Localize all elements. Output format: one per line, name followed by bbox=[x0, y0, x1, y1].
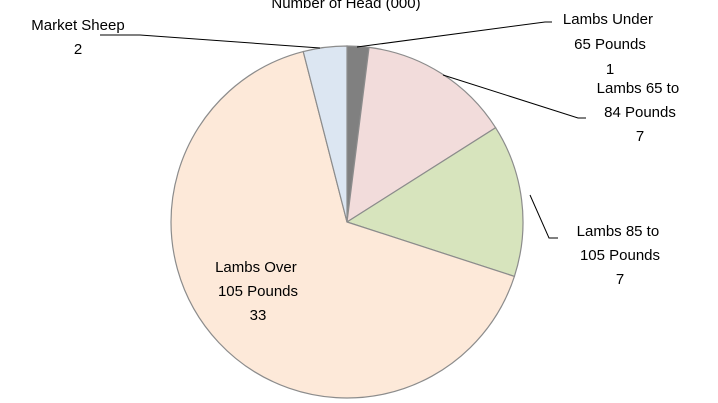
slice-label: Lambs Over 105 Pounds bbox=[215, 259, 301, 300]
leader-line bbox=[529, 194, 558, 239]
pie-slice bbox=[302, 45, 348, 223]
slice-label: Market Sheep bbox=[31, 17, 124, 34]
value-label: 2 bbox=[74, 41, 82, 58]
pie-slice bbox=[170, 50, 516, 399]
slice-label: Lambs 65 to 84 Pounds bbox=[597, 80, 684, 121]
value-label: 7 bbox=[616, 271, 624, 288]
pie-slice bbox=[346, 46, 497, 224]
pie-slice bbox=[345, 126, 524, 278]
slice-label: Lambs 85 to 105 Pounds bbox=[577, 223, 664, 264]
leader-line bbox=[442, 74, 586, 119]
leader-line bbox=[356, 21, 552, 48]
chart-title: Number of Head (000) bbox=[271, 0, 420, 12]
leader-line bbox=[100, 34, 321, 49]
value-label: 1 bbox=[606, 61, 614, 78]
value-label: 33 bbox=[250, 307, 267, 324]
slice-label: Lambs Under 65 Pounds bbox=[563, 11, 657, 53]
value-label: 7 bbox=[636, 128, 644, 145]
